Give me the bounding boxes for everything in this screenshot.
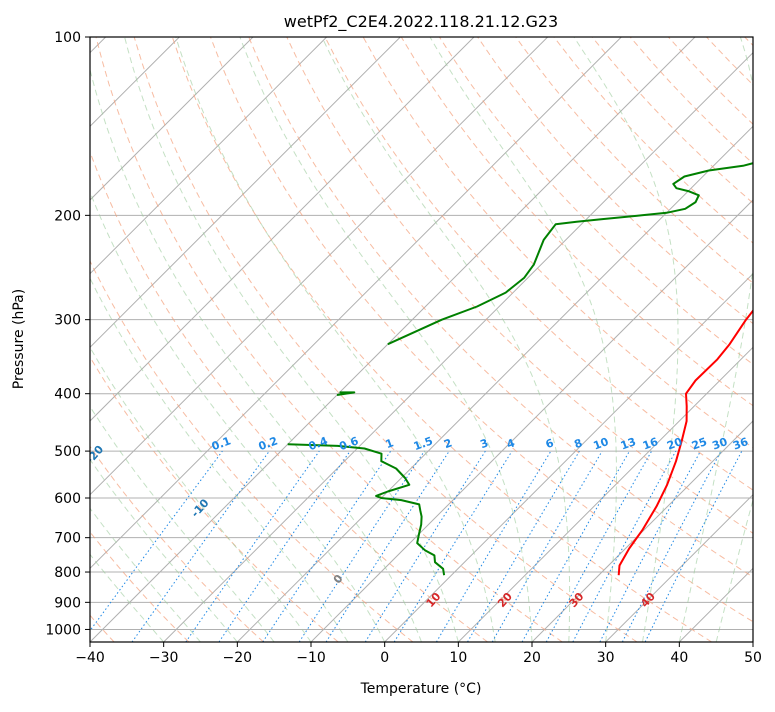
isotherm (0, 37, 327, 642)
isotherm (753, 37, 775, 642)
x-tick-label: 0 (380, 650, 389, 666)
moist-adiabat (716, 37, 775, 642)
mixing-ratio-line (82, 451, 223, 642)
mixing-ratio-label: 0.2 (257, 434, 280, 453)
chart-title: wetPf2_C2E4.2022.118.21.12.G23 (284, 12, 558, 32)
isotherm (16, 37, 621, 642)
x-tick-label: 30 (597, 650, 615, 666)
moist-adiabat (176, 37, 495, 642)
mixing-ratio-line (573, 451, 676, 642)
isotherm (0, 37, 253, 642)
moist-adiabat (574, 37, 678, 642)
moist-adiabat (0, 37, 237, 642)
dry-adiabat (592, 37, 775, 642)
reference-lines (0, 37, 775, 642)
plot-frame (90, 37, 753, 642)
dry-adiabat (0, 37, 338, 642)
line-labels: 0.10.20.40.611.52346810131620253036-100-… (0, 32, 750, 610)
y-tick-label: 1000 (45, 622, 81, 638)
mixing-ratio-label: 1 (384, 436, 396, 451)
dry-adiabat (554, 37, 775, 642)
dry-adiabat (745, 37, 775, 642)
mixing-ratio-line (326, 451, 449, 642)
x-tick-label: 20 (523, 650, 541, 666)
isotherm (385, 37, 775, 642)
mixing-ratio-label: 16 (641, 435, 660, 453)
x-tick-label: 50 (744, 650, 762, 666)
y-tick-label: 800 (54, 565, 81, 581)
isotherm (311, 37, 775, 642)
y-tick-label: 500 (54, 444, 81, 460)
moist-adiabat (240, 37, 532, 642)
mixing-ratio-label: 10 (592, 435, 611, 453)
isotherm (679, 37, 775, 642)
isotherm (0, 37, 474, 642)
y-tick-label: 600 (54, 491, 81, 507)
dry-adiabat-label: -30 (2, 409, 25, 433)
moist-adiabat (125, 37, 459, 642)
mixing-ratio-label: 6 (544, 436, 556, 451)
dry-adiabat (668, 37, 775, 642)
y-tick-label: 300 (54, 313, 81, 329)
mixing-ratio-label: 2 (442, 436, 454, 451)
mixing-ratio-label: 0.4 (307, 434, 330, 453)
mixing-ratio-line (263, 451, 391, 642)
mixing-ratio-label: 0.1 (210, 434, 233, 453)
dry-adiabat (516, 37, 775, 642)
mixing-ratio-label: 25 (690, 435, 709, 452)
mixing-ratio-label: 36 (731, 435, 750, 453)
y-tick-label: 400 (54, 387, 81, 403)
x-tick-label: 10 (449, 650, 467, 666)
mixing-ratio-line (468, 451, 580, 642)
dry-adiabat (707, 37, 775, 642)
mixing-ratio-line (365, 451, 485, 642)
x-tick-label: −20 (223, 650, 253, 666)
mixing-ratio-label: 4 (505, 436, 517, 451)
moist-adiabat (322, 37, 570, 642)
mixing-ratio-line (522, 451, 629, 642)
isotherm (0, 37, 400, 642)
x-axis-label: Temperature (°C) (360, 681, 482, 697)
y-tick-label: 700 (54, 531, 81, 547)
isotherm (458, 37, 775, 642)
mixing-ratio-line (600, 451, 701, 642)
dry-adiabat (0, 37, 189, 642)
moist-adiabat (17, 37, 348, 642)
mixing-ratio-label: 8 (572, 436, 584, 451)
isotherm (237, 37, 775, 642)
x-tick-label: −40 (75, 650, 105, 666)
dry-adiabat (20, 37, 413, 642)
dry-adiabat (58, 37, 488, 642)
x-tick-label: −10 (296, 650, 326, 666)
y-tick-label: 900 (54, 595, 81, 611)
x-tick-label: −30 (149, 650, 179, 666)
mixing-ratio-label: 0.6 (338, 434, 361, 453)
moist-adiabat (679, 37, 760, 642)
y-axis-label: Pressure (hPa) (11, 289, 27, 389)
moist-adiabat (0, 37, 311, 642)
y-tick-label: 200 (54, 208, 81, 224)
dry-adiabat-label: -20 (83, 443, 106, 467)
moist-adiabat (0, 37, 274, 642)
y-tick-label: 100 (54, 30, 81, 46)
mixing-ratio-line (219, 451, 350, 642)
mixing-ratio-label: 30 (710, 435, 729, 453)
mixing-ratio-label: 3 (478, 436, 490, 451)
dry-adiabat (0, 37, 264, 642)
moist-adiabat (0, 37, 201, 642)
mixing-ratio-line (436, 451, 551, 642)
mixing-ratio-label: 13 (619, 435, 638, 452)
isotherm (90, 37, 695, 642)
dry-adiabat-label: 10 (424, 590, 444, 610)
x-tick-label: 40 (670, 650, 688, 666)
